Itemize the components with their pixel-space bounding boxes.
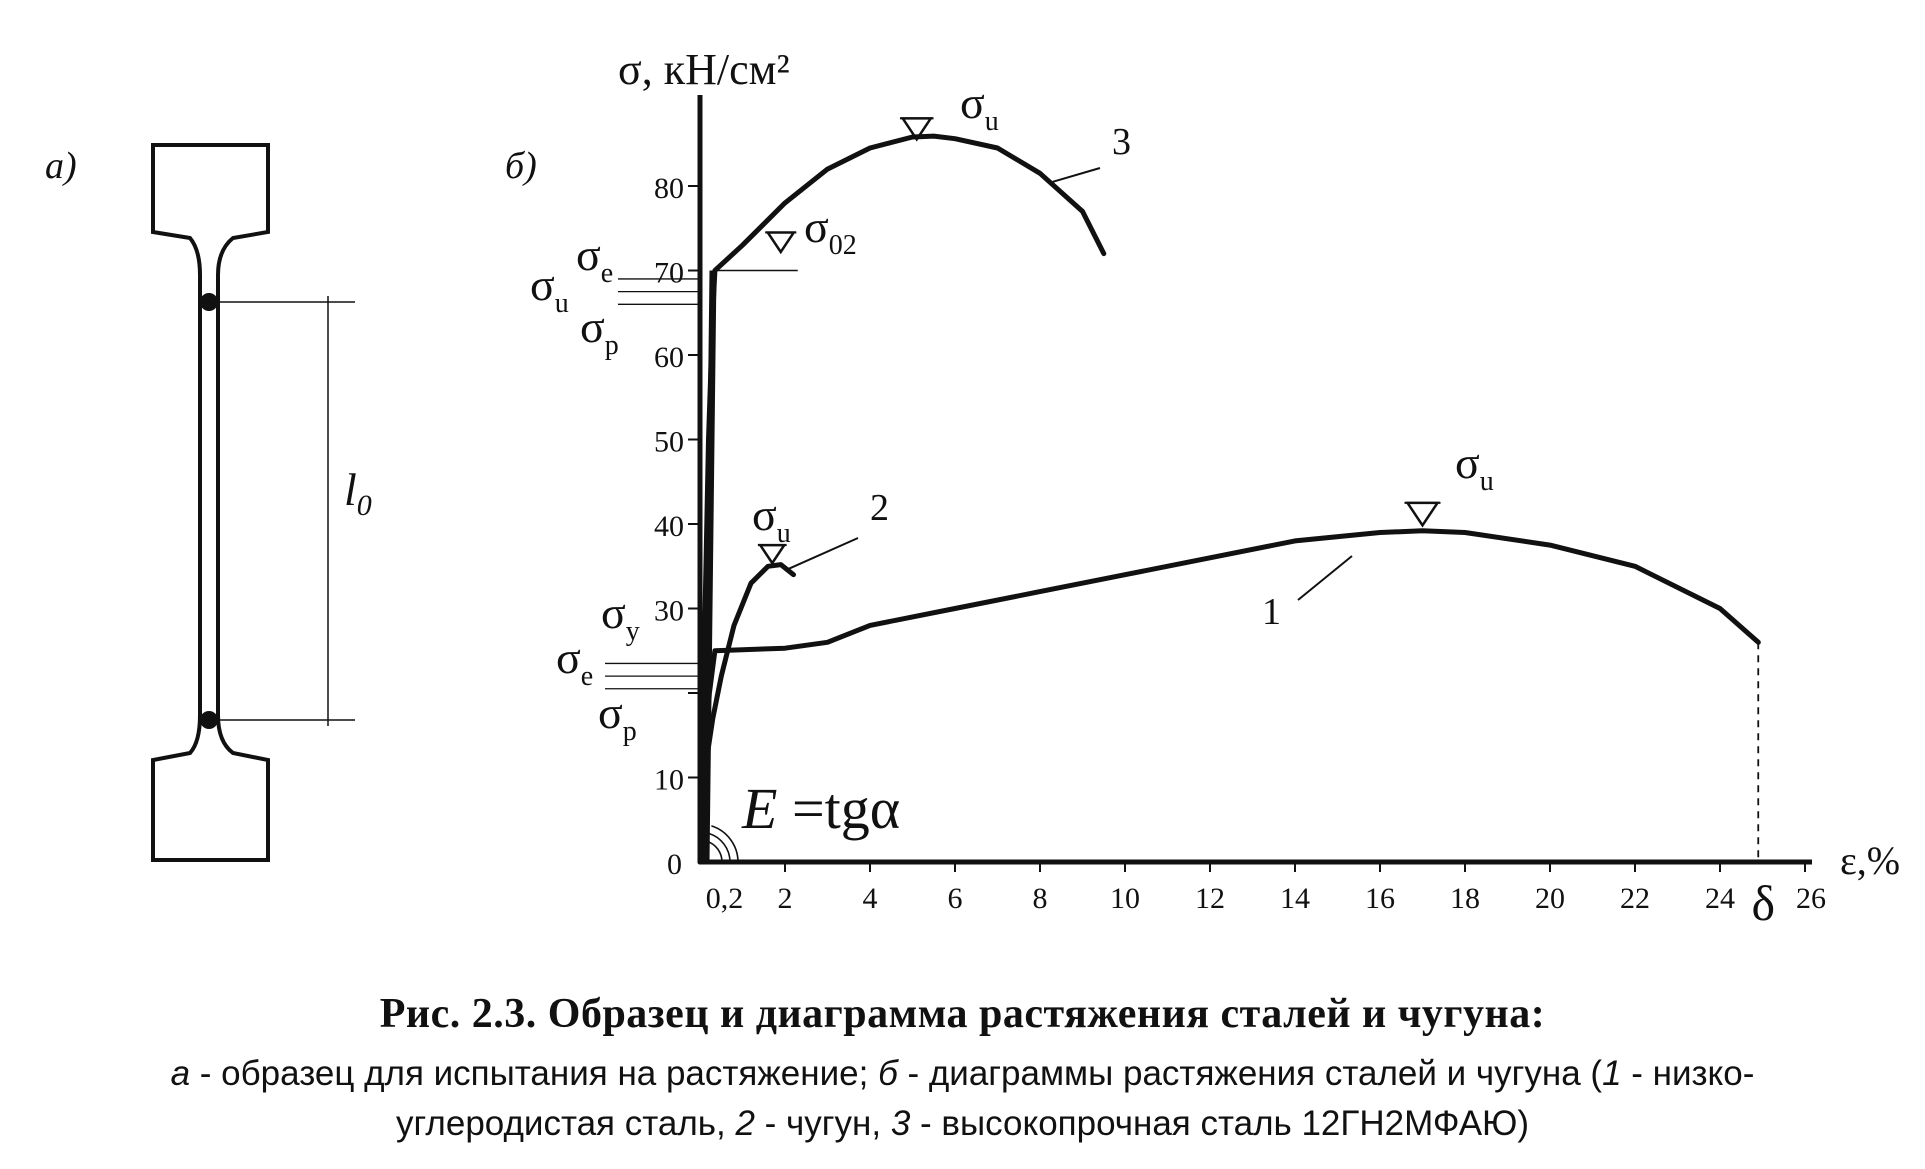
x-tick-label: 24 [1705, 882, 1735, 915]
curve-2-cast-iron [697, 562, 796, 865]
curve-label-2: 2 [870, 487, 889, 529]
panel-b-label: б) [505, 145, 537, 187]
ultimate-marker-cast-iron [757, 543, 787, 566]
x-tick-label: 16 [1365, 882, 1395, 915]
caption-text-run: углеродистая сталь, [395, 1104, 736, 1143]
origin-label: 0 [667, 848, 682, 881]
x-tick-label: 4 [863, 882, 878, 915]
caption-text-run: - образец для испытания на растяжение; [190, 1054, 879, 1093]
caption-text-run: 2 [735, 1104, 755, 1143]
x-tick-label: 20 [1535, 882, 1565, 915]
x-tick-label: 12 [1195, 882, 1225, 915]
curves [697, 133, 1761, 865]
x-tick-label: 6 [948, 882, 963, 915]
y-tick-label: 80 [654, 172, 684, 205]
gauge-length-label: l0 [344, 464, 372, 522]
caption-text-run: - низко- [1621, 1054, 1755, 1093]
caption-text-run: а [170, 1054, 191, 1093]
x-tick-label: 26 [1796, 882, 1826, 915]
curve-label-1-leader [1297, 555, 1353, 601]
sigma-u-label-steel-3: σu [960, 77, 999, 137]
x-tick-label: 22 [1620, 882, 1650, 915]
curve-1-low-carbon-steel [697, 528, 1761, 865]
proof-stress-marker-steel-3 [765, 231, 797, 255]
ultimate-marker-steel-3 [900, 117, 934, 142]
figure-caption-line-2: углеродистая сталь, 2 - чугун, 3 - высок… [0, 1104, 1925, 1144]
curve-3-high-strength-steel [697, 133, 1107, 865]
caption-text-run: 1 [1602, 1054, 1622, 1093]
sigma-02-label: σ02 [804, 201, 857, 261]
ultimate-marker-steel-1 [1405, 501, 1440, 528]
sigma-e-label-steel-3: σe [576, 229, 613, 289]
y-tick-label: 40 [654, 510, 684, 543]
curve-label-3: 3 [1112, 121, 1131, 163]
axes [697, 95, 1812, 865]
sigma-u-label-cast-iron: σu [752, 489, 791, 549]
y-tick-label: 60 [654, 341, 684, 374]
sigma-u-label-left-steel-3: σu [530, 259, 569, 319]
caption-text-run: 3 [890, 1104, 911, 1143]
curve-label-3-leader [1052, 167, 1101, 183]
x-tick-label: 14 [1280, 882, 1310, 915]
x-axis-title: ε,% [1840, 838, 1900, 883]
x-tick-label: 18 [1450, 882, 1480, 915]
caption-text-run: - диаграммы растяжения сталей и чугуна ( [897, 1054, 1603, 1093]
markers [757, 117, 1441, 566]
specimen-drawing: а) l0 [45, 143, 372, 862]
angle-alpha-arc [711, 825, 739, 863]
x-tick-label: 2 [778, 882, 793, 915]
panel-a-label: а) [45, 145, 77, 187]
sigma-y-label: σy [601, 587, 640, 647]
gauge-mark-bottom [200, 711, 218, 729]
y-tick-label: 70 [654, 257, 684, 290]
modulus-formula: E =tgα [741, 776, 900, 841]
sigma-u-label-steel-1: σu [1455, 437, 1494, 497]
y-tick-label: 50 [654, 426, 684, 459]
reference-lines [605, 269, 1760, 862]
y-tick-label: 30 [654, 595, 684, 628]
gauge-mark-top [200, 293, 218, 311]
caption-text-run: - высокопрочная сталь 12ГН2МФАЮ) [910, 1104, 1530, 1143]
y-axis-title: σ, кН/см² [618, 45, 790, 94]
elongation-delta-label: δ [1751, 875, 1775, 931]
sigma-e-label-steel-1: σe [556, 632, 593, 692]
caption-text-run: - чугун, [754, 1104, 891, 1143]
x-tick-label: 10 [1110, 882, 1140, 915]
offset-tick-label: 0,2 [706, 882, 744, 915]
angle-alpha-arc [708, 832, 731, 863]
y-tick-label: 10 [654, 764, 684, 797]
angle-alpha-arc [706, 840, 723, 863]
curve-label-2-leader [784, 537, 859, 572]
sigma-p-label-steel-1: σp [598, 687, 637, 747]
curve-label-1: 1 [1262, 591, 1281, 633]
figure-caption-line-1: а - образец для испытания на растяжение;… [0, 1054, 1925, 1094]
x-tick-label: 8 [1033, 882, 1048, 915]
caption-text-run: б [878, 1054, 898, 1093]
specimen-outline [151, 143, 270, 862]
figure-caption-title: Рис. 2.3. Образец и диаграмма растяжения… [379, 991, 1546, 1037]
sigma-p-label-steel-3: σp [580, 301, 619, 361]
